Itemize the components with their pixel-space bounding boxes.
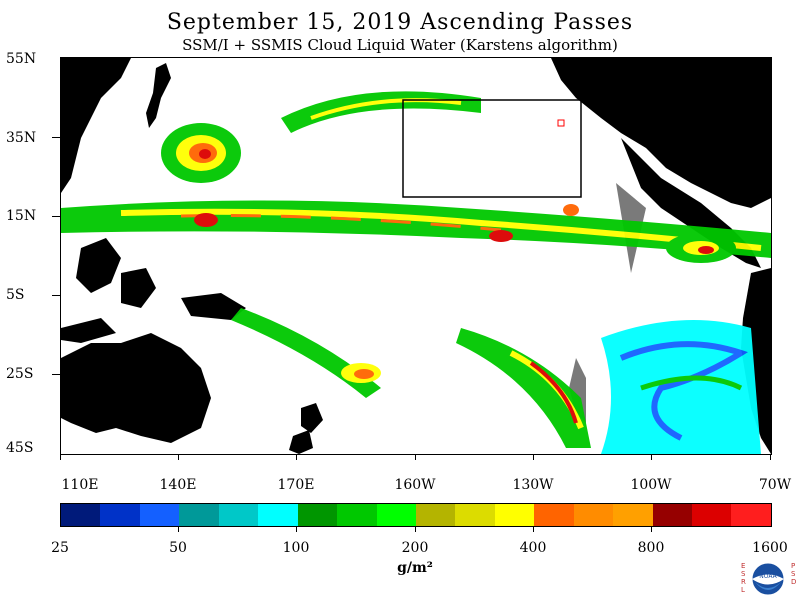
colorbar-tick bbox=[651, 526, 652, 532]
y-label: 55N bbox=[6, 51, 37, 67]
colorbar-tick bbox=[415, 526, 416, 532]
colorbar-label: 50 bbox=[169, 540, 187, 556]
x-tick bbox=[415, 454, 416, 460]
colorbar-swatch bbox=[100, 504, 140, 526]
y-label: 5S bbox=[6, 287, 25, 303]
colorbar-label: 200 bbox=[401, 540, 429, 556]
map-title: September 15, 2019 Ascending Passes bbox=[166, 10, 634, 35]
logo-center-text: NOAA bbox=[759, 573, 777, 580]
y-label: 25S bbox=[6, 366, 34, 382]
colorbar-tick bbox=[533, 526, 534, 532]
cloud-water-layer bbox=[61, 91, 771, 454]
colorbar-swatch bbox=[179, 504, 219, 526]
colorbar-swatch bbox=[613, 504, 653, 526]
y-label: 35N bbox=[6, 130, 37, 146]
colorbar-label: 400 bbox=[519, 540, 547, 556]
x-label: 170E bbox=[277, 477, 315, 493]
colorbar-swatch bbox=[258, 504, 298, 526]
colorbar-swatch bbox=[61, 504, 101, 526]
colorbar-swatch bbox=[218, 504, 259, 526]
region-box bbox=[402, 99, 582, 198]
colorbar-label: 800 bbox=[637, 540, 665, 556]
x-tick bbox=[651, 454, 652, 460]
x-label: 70W bbox=[758, 477, 792, 493]
x-label: 110E bbox=[61, 477, 99, 493]
y-tick bbox=[52, 137, 60, 138]
x-label: 100W bbox=[630, 477, 672, 493]
colorbar bbox=[60, 503, 772, 527]
colorbar-units: g/m² bbox=[397, 560, 433, 576]
x-label: 140E bbox=[159, 477, 197, 493]
x-tick bbox=[296, 454, 297, 460]
colorbar-swatch bbox=[337, 504, 377, 526]
map-panel bbox=[60, 57, 772, 455]
colorbar-swatch bbox=[534, 504, 574, 526]
y-label: 45S bbox=[6, 440, 34, 456]
x-label: 160W bbox=[394, 477, 436, 493]
y-tick bbox=[52, 295, 60, 296]
x-tick bbox=[178, 454, 179, 460]
x-tick bbox=[533, 454, 534, 460]
colorbar-swatch bbox=[652, 504, 692, 526]
y-label: 15N bbox=[6, 208, 37, 224]
colorbar-tick bbox=[178, 526, 179, 532]
x-label: 130W bbox=[512, 477, 554, 493]
map-subtitle: SSM/I + SSMIS Cloud Liquid Water (Karste… bbox=[182, 36, 618, 54]
colorbar-label: 25 bbox=[51, 540, 69, 556]
land-layer bbox=[61, 58, 771, 454]
colorbar-swatch bbox=[297, 504, 338, 526]
colorbar-swatch bbox=[494, 504, 535, 526]
colorbar-label: 100 bbox=[282, 540, 310, 556]
y-tick bbox=[52, 374, 60, 375]
colorbar-tick bbox=[296, 526, 297, 532]
colorbar-swatch bbox=[139, 504, 180, 526]
colorbar-swatch bbox=[573, 504, 614, 526]
colorbar-swatch bbox=[455, 504, 495, 526]
x-tick bbox=[60, 454, 61, 460]
y-tick bbox=[52, 216, 60, 217]
x-tick bbox=[770, 454, 771, 460]
colorbar-swatch bbox=[376, 504, 416, 526]
colorbar-label: 1600 bbox=[752, 540, 788, 556]
colorbar-swatch bbox=[731, 504, 771, 526]
colorbar-swatch bbox=[692, 504, 732, 526]
colorbar-swatch bbox=[415, 504, 456, 526]
map-svg bbox=[61, 58, 771, 454]
